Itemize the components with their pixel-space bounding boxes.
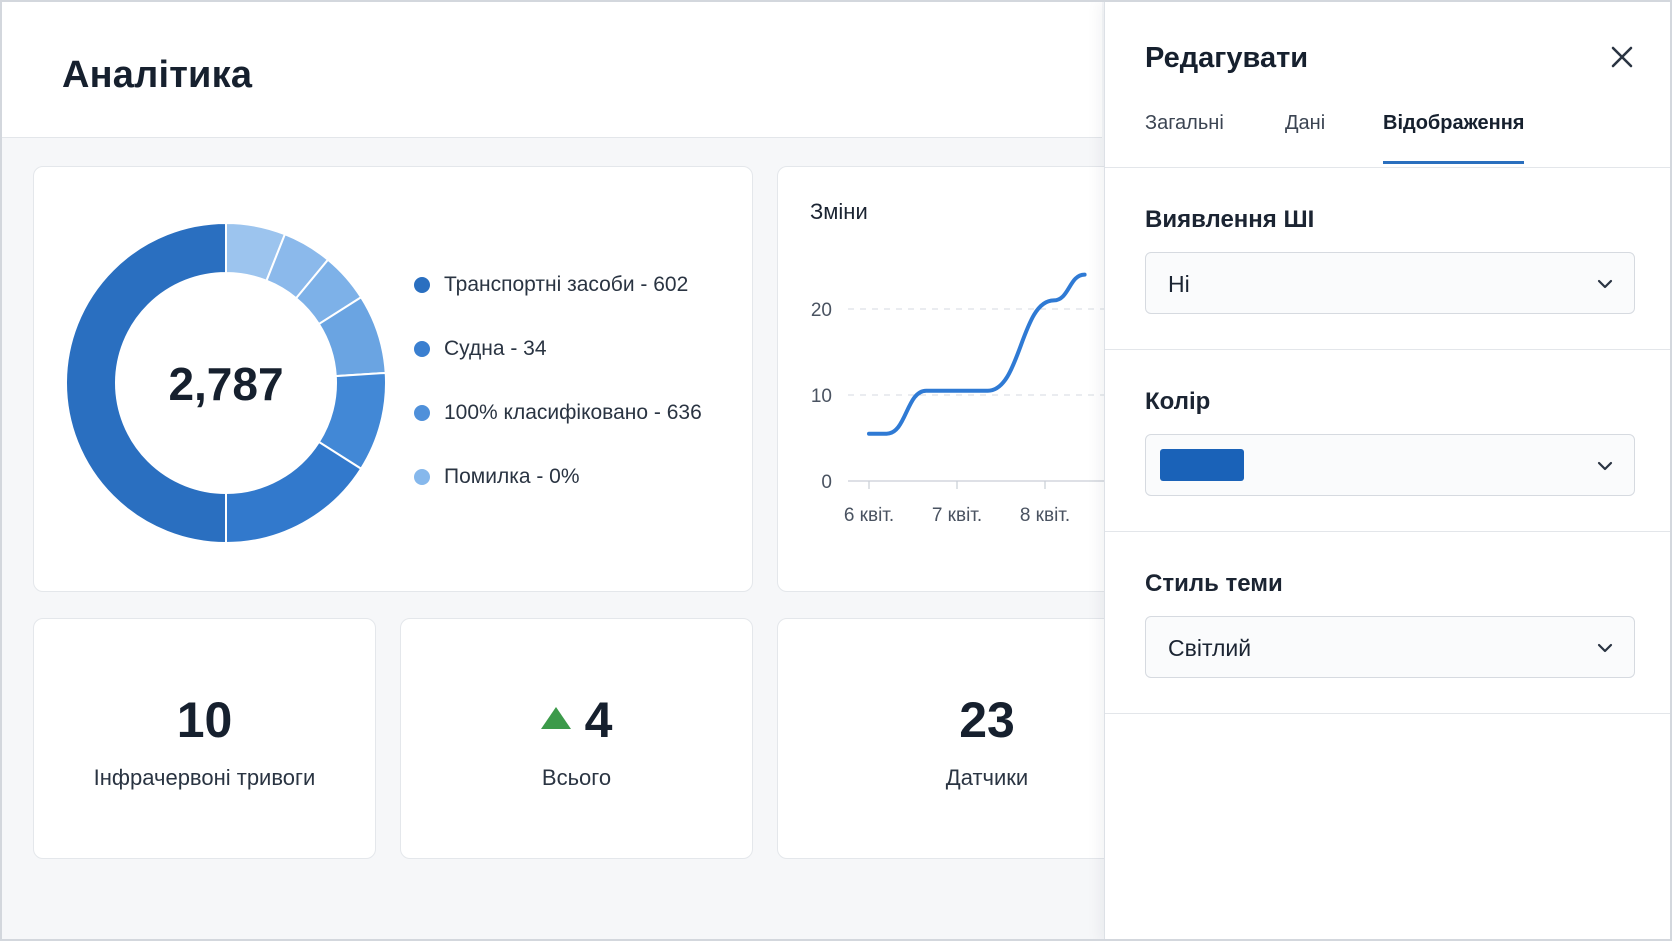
legend-dot-icon <box>414 277 430 293</box>
chevron-down-icon <box>1597 643 1613 653</box>
x-tick-label: 8 квіт. <box>1020 505 1070 526</box>
kpi-card-infrared: 10 Інфрачервоні тривоги <box>33 618 376 859</box>
donut-total: 2,787 <box>168 358 284 410</box>
legend-dot-icon <box>414 469 430 485</box>
legend-label: Судна - 34 <box>444 337 547 360</box>
theme-label: Стиль теми <box>1145 570 1283 597</box>
kpi-label: Всього <box>541 765 612 790</box>
edit-panel: Редагувати Загальні Дані Відображення Ви… <box>1104 2 1670 939</box>
kpi-label: Інфрачервоні тривоги <box>93 765 316 790</box>
donut-segment <box>225 440 363 545</box>
legend-item: Транспортні засоби - 602 <box>414 253 702 317</box>
y-tick-label: 0 <box>821 472 832 493</box>
color-select[interactable] <box>1145 434 1635 496</box>
legend-dot-icon <box>414 405 430 421</box>
y-tick-label: 20 <box>811 300 832 321</box>
panel-title: Редагувати <box>1145 42 1309 74</box>
section-ai-detection: Виявлення ШІ Ні <box>1105 168 1670 350</box>
y-tick-label: 10 <box>811 386 832 407</box>
legend-item: 100% класифіковано - 636 <box>414 381 702 445</box>
tab-display[interactable]: Відображення <box>1383 112 1525 164</box>
legend-dot-icon <box>414 341 430 357</box>
donut-chart <box>65 221 387 545</box>
theme-value: Світлий <box>1168 635 1252 661</box>
trend-up-icon <box>540 707 571 729</box>
chart-title: Зміни <box>810 199 868 224</box>
color-swatch <box>1160 449 1244 481</box>
ai-detection-label: Виявлення ШІ <box>1145 206 1315 233</box>
donut-legend: Транспортні засоби - 602 Судна - 34 100% к… <box>414 253 702 509</box>
close-button[interactable] <box>1605 40 1639 74</box>
donut-segment <box>65 221 227 545</box>
chevron-down-icon <box>1597 279 1613 289</box>
section-color: Колір <box>1105 350 1670 532</box>
x-tick-label: 7 квіт. <box>932 505 982 526</box>
ai-detection-select[interactable]: Ні <box>1145 252 1635 314</box>
kpi-card-total: 4 Всього <box>400 618 753 859</box>
kpi-label: Датчики <box>945 765 1029 790</box>
kpi-value: 4 <box>401 691 752 749</box>
x-tick-label: 6 квіт. <box>844 505 894 526</box>
theme-select[interactable]: Світлий <box>1145 616 1635 678</box>
kpi-value: 10 <box>176 692 233 748</box>
ai-detection-value: Ні <box>1168 271 1190 297</box>
kpi-value: 23 <box>959 692 1015 748</box>
legend-item: Судна - 34 <box>414 317 702 381</box>
tab-general[interactable]: Загальні <box>1145 112 1224 134</box>
legend-label: 100% класифіковано - 636 <box>444 401 702 424</box>
page-title: Аналітика <box>62 54 253 96</box>
legend-label: Помилка - 0% <box>444 465 580 488</box>
tab-data[interactable]: Дані <box>1285 112 1326 134</box>
legend-label: Транспортні засоби - 602 <box>444 273 689 296</box>
close-icon <box>1611 46 1633 68</box>
chevron-down-icon <box>1597 461 1613 471</box>
series-line <box>867 272 1087 436</box>
color-label: Колір <box>1145 388 1211 415</box>
donut-card: 2,787 Транспортні засоби - 602 Судна - 34… <box>33 166 753 592</box>
panel-tabs: Загальні Дані Відображення <box>1105 98 1670 168</box>
legend-item: Помилка - 0% <box>414 445 702 509</box>
section-theme: Стиль теми Світлий <box>1105 532 1670 714</box>
page-header: Аналітика <box>2 2 1102 138</box>
